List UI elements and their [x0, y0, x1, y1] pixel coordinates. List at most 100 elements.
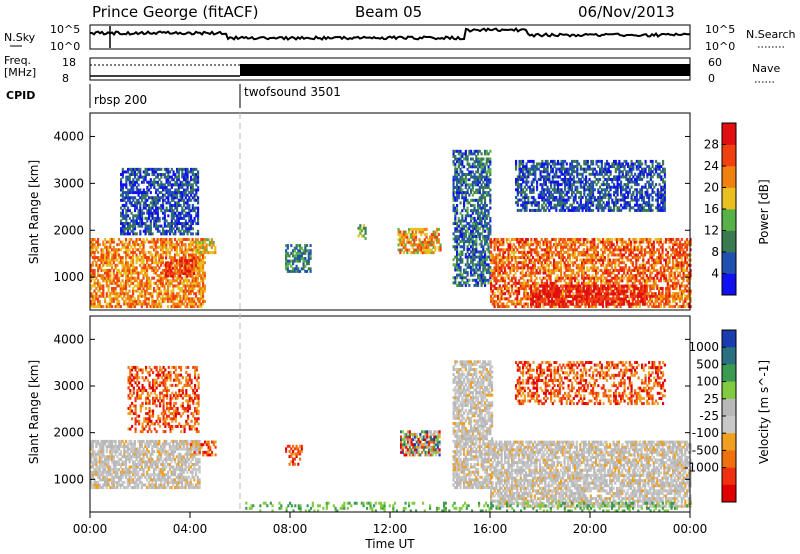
echo-cell [295, 254, 298, 258]
echo-cell [661, 250, 664, 254]
echo-cell [668, 238, 671, 241]
echo-cell [546, 268, 549, 272]
echo-cell [504, 250, 507, 254]
echo-cell [591, 258, 594, 262]
echo-cell [568, 240, 571, 244]
echo-cell [584, 261, 587, 265]
echo-cell [107, 279, 110, 283]
nsky-panel-frame [89, 24, 691, 50]
echo-cell [484, 219, 487, 223]
echo-cell [413, 248, 416, 252]
echo-cell [565, 274, 568, 278]
echo-cell [123, 203, 126, 207]
echo-cell [156, 206, 159, 210]
echo-cell [457, 188, 460, 192]
echo-cell [603, 243, 606, 247]
echo-cell [588, 276, 591, 280]
echo-cell [130, 183, 133, 187]
echo-cell [570, 268, 573, 272]
echo-cell [525, 253, 528, 257]
echo-cell [489, 173, 492, 177]
echo-cell [91, 256, 94, 260]
echo-cell [132, 198, 135, 202]
echo-cell [102, 268, 105, 272]
echo-cell [466, 255, 469, 259]
echo-cell [118, 276, 121, 280]
echo-cell [125, 214, 128, 218]
echo-cell [478, 162, 481, 166]
echo-cell [163, 183, 166, 187]
echo-cell [172, 276, 175, 280]
echo-cell [196, 268, 199, 272]
echo-cell [100, 248, 103, 252]
echo-cell [128, 302, 131, 306]
echo-cell [130, 250, 133, 254]
echo-cell [186, 167, 189, 171]
echo-cell [487, 227, 490, 231]
echo-cell [572, 243, 575, 247]
echo-cell [408, 227, 411, 231]
echo-cell [556, 279, 559, 283]
echo-cell [179, 196, 182, 200]
echo-cell [621, 292, 624, 296]
echo-cell [570, 276, 573, 280]
echo-cell [97, 284, 100, 288]
echo-cell [482, 211, 485, 215]
echo-cell [621, 256, 624, 260]
echo-cell [165, 180, 168, 184]
echo-cell [560, 302, 563, 306]
echo-cell [540, 248, 543, 252]
echo-cell [509, 240, 512, 244]
echo-cell [456, 273, 459, 277]
echo-cell [125, 191, 128, 195]
echo-cell [461, 219, 464, 223]
echo-cell [90, 299, 93, 303]
echo-cell [132, 167, 135, 171]
echo-cell [167, 183, 170, 187]
echo-cell [205, 243, 208, 247]
echo-cell [163, 284, 166, 288]
echo-cell [132, 258, 135, 262]
echo-cell [132, 292, 135, 296]
echo-cell [487, 152, 490, 156]
echo-cell [454, 173, 457, 177]
echo-cell [401, 235, 404, 239]
echo-cell [487, 160, 490, 164]
echo-cell [464, 191, 467, 195]
echo-cell [586, 245, 589, 249]
echo-cell [511, 284, 514, 288]
echo-cell [107, 245, 110, 249]
echo-cell [160, 284, 163, 288]
echo-cell [493, 302, 496, 306]
echo-cell [198, 274, 201, 278]
echo-cell [593, 256, 596, 260]
echo-cell [173, 259, 176, 263]
echo-cell [399, 240, 402, 244]
echo-cell [149, 214, 152, 218]
echo-cell [461, 193, 464, 197]
echo-cell [126, 263, 129, 267]
echo-cell [495, 253, 498, 257]
echo-cell [670, 238, 673, 241]
echo-cell [156, 238, 159, 241]
echo-cell [491, 256, 494, 260]
echo-cell [511, 245, 514, 249]
echo-cell [591, 268, 594, 272]
echo-cell [158, 196, 161, 200]
echo-cell [654, 274, 657, 278]
echo-cell [154, 299, 157, 303]
echo-cell [155, 191, 158, 195]
echo-cell [471, 152, 474, 156]
echo-cell [175, 279, 178, 283]
echo-cell [591, 297, 594, 301]
echo-cell [112, 274, 115, 278]
echo-cell [128, 198, 131, 202]
echo-cell [196, 248, 199, 252]
echo-cell [654, 250, 657, 254]
echo-cell [672, 256, 675, 260]
echo-cell [609, 284, 612, 288]
echo-cell [109, 302, 112, 306]
echo-cell [521, 263, 524, 267]
echo-cell [182, 269, 185, 273]
echo-cell [519, 256, 522, 260]
